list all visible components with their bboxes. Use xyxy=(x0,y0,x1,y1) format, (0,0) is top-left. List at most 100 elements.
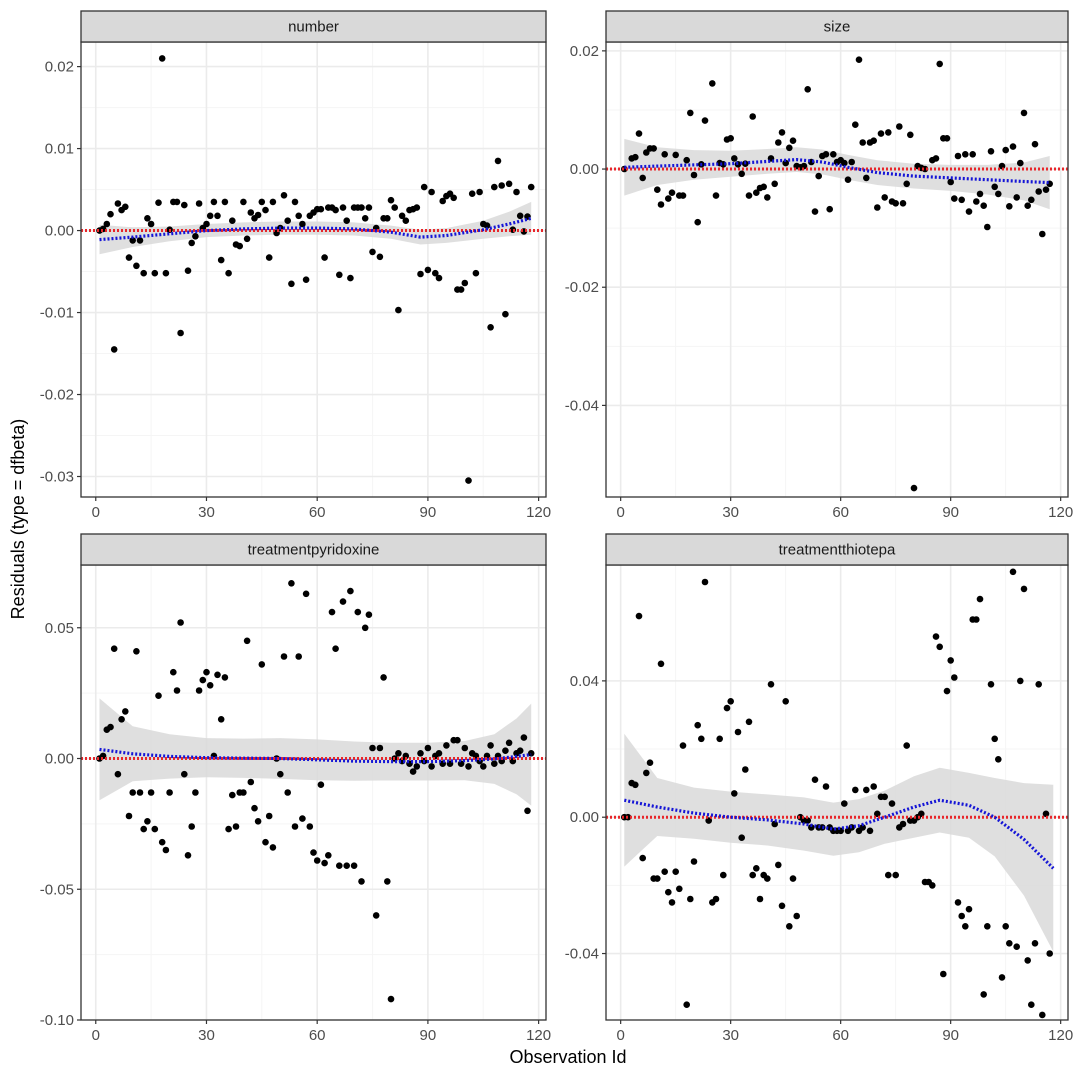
panel-body: 0 30 60 90 120 -0.04 0.00 0.04 xyxy=(565,564,1073,1044)
smooth-trend-line xyxy=(99,216,532,242)
data-point xyxy=(432,269,439,277)
data-point xyxy=(727,698,734,705)
smooth-confidence-band xyxy=(99,698,532,806)
x-tick-label: 0 xyxy=(616,1027,624,1044)
data-point xyxy=(749,871,756,879)
data-point xyxy=(122,203,129,211)
strip-label: size xyxy=(824,19,851,36)
data-point xyxy=(162,846,170,854)
data-point xyxy=(254,818,262,825)
smooth-trend-line xyxy=(623,798,1055,870)
data-point xyxy=(936,60,943,68)
data-point xyxy=(269,198,277,206)
x-tick-label: 30 xyxy=(722,504,739,521)
data-point xyxy=(932,155,940,162)
data-point xyxy=(1039,230,1046,238)
data-point xyxy=(461,279,469,287)
data-point xyxy=(811,208,819,215)
data-point xyxy=(332,645,339,652)
data-point xyxy=(110,645,118,652)
y-axis-title: Residuals (type = dfbeta) xyxy=(8,419,28,620)
data-point xyxy=(1042,186,1050,193)
data-point xyxy=(188,823,195,830)
x-tick-label: 30 xyxy=(722,1027,739,1044)
data-point xyxy=(251,804,258,812)
data-point xyxy=(181,770,188,778)
data-point xyxy=(221,198,229,206)
data-point xyxy=(328,608,336,616)
data-point xyxy=(1024,957,1031,964)
data-point xyxy=(705,817,712,824)
data-point xyxy=(932,633,940,640)
data-point xyxy=(687,895,694,903)
data-point xyxy=(866,827,874,835)
strip-background xyxy=(80,10,547,43)
data-point xyxy=(513,188,520,196)
data-point xyxy=(177,329,184,337)
data-point xyxy=(291,198,299,206)
data-point xyxy=(491,183,498,191)
data-point xyxy=(491,760,498,767)
y-tick-label: 0.04 xyxy=(570,673,599,690)
data-point xyxy=(184,267,192,275)
data-point xyxy=(147,789,155,796)
data-point xyxy=(225,825,232,833)
data-point xyxy=(984,223,991,231)
data-point xyxy=(527,183,535,191)
data-point xyxy=(841,159,848,167)
data-point xyxy=(1024,202,1031,209)
data-point xyxy=(712,192,720,199)
data-point xyxy=(723,704,731,712)
data-point xyxy=(745,192,753,199)
data-point xyxy=(254,211,262,219)
data-point xyxy=(173,198,181,206)
y-tick-label: -0.01 xyxy=(40,305,74,322)
data-point xyxy=(361,215,369,222)
data-point xyxy=(826,205,833,213)
data-point xyxy=(738,834,745,841)
data-point xyxy=(665,888,672,896)
data-point xyxy=(962,151,969,158)
data-point xyxy=(288,580,295,587)
data-point xyxy=(881,793,888,801)
data-point xyxy=(980,202,987,209)
x-tick-label: 90 xyxy=(942,504,959,521)
data-point xyxy=(291,823,299,830)
data-point xyxy=(192,233,199,240)
data-point xyxy=(650,145,657,152)
panel-number: 0 30 60 90 120 -0.03 -0.02 -0.01 0.00 0.01 0.02 nu… xyxy=(40,10,551,521)
data-point xyxy=(195,200,203,207)
data-point xyxy=(1031,940,1039,947)
y-tick-label: 0.00 xyxy=(45,223,74,240)
data-point xyxy=(848,158,855,166)
data-point xyxy=(863,786,870,794)
data-point xyxy=(114,770,122,778)
data-point xyxy=(929,882,936,889)
data-point xyxy=(384,878,391,885)
data-point xyxy=(991,183,998,191)
data-point xyxy=(973,198,980,205)
data-point xyxy=(465,763,472,770)
data-point xyxy=(687,109,694,117)
data-point xyxy=(885,129,892,136)
data-point xyxy=(247,209,255,216)
data-point xyxy=(665,195,672,202)
data-point xyxy=(771,180,778,188)
data-point xyxy=(855,56,863,63)
data-point xyxy=(339,598,347,605)
data-point xyxy=(214,671,221,679)
data-point xyxy=(1013,943,1020,950)
data-point xyxy=(841,800,848,807)
data-point xyxy=(240,789,247,796)
data-point xyxy=(258,198,266,206)
data-point xyxy=(107,723,114,731)
data-point xyxy=(973,616,980,623)
data-point xyxy=(110,346,118,353)
data-point xyxy=(435,750,443,757)
panel-treatmentpyridoxine: 0 30 60 90 120 -0.10 -0.05 0.00 0.05 treatmentpy… xyxy=(40,533,551,1044)
data-point xyxy=(229,217,236,224)
data-point xyxy=(969,151,976,158)
x-tick-label: 60 xyxy=(832,504,849,521)
